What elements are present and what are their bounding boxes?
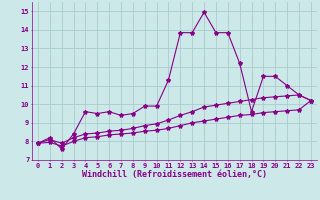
X-axis label: Windchill (Refroidissement éolien,°C): Windchill (Refroidissement éolien,°C) <box>82 170 267 179</box>
